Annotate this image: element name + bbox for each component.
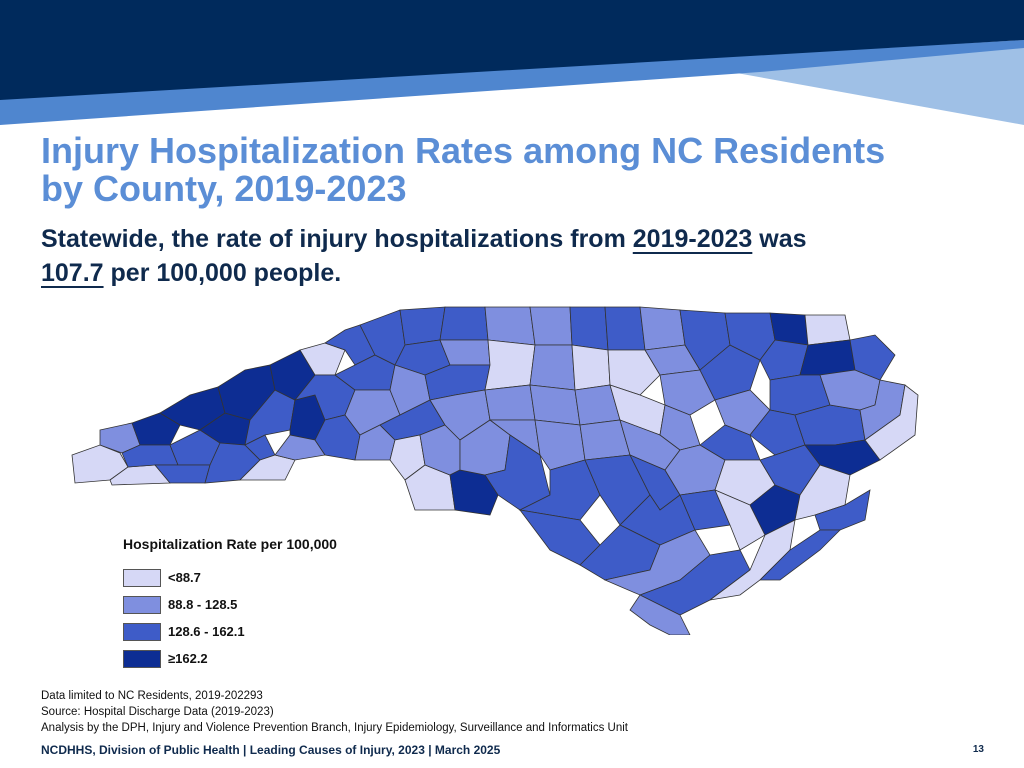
county-region bbox=[709, 519, 796, 601]
note-line-3: Analysis by the DPH, Injury and Violence… bbox=[41, 722, 629, 734]
county-region bbox=[484, 384, 536, 421]
county-region bbox=[569, 306, 609, 351]
note-line-1: Data limited to NC Residents, 2019-20229… bbox=[41, 690, 263, 702]
legend-swatch bbox=[123, 649, 161, 668]
summary-text-3: per 100,000 people. bbox=[110, 259, 342, 287]
county-region bbox=[529, 306, 573, 346]
county-region bbox=[399, 306, 446, 346]
county-region bbox=[439, 306, 489, 341]
title-line-1: Injury Hospitalization Rates among NC Re… bbox=[41, 130, 886, 171]
county-region bbox=[629, 594, 691, 635]
map-legend: Hospitalization Rate per 100,000 <88.7 8… bbox=[123, 536, 337, 672]
legend-label: 128.6 - 162.1 bbox=[168, 624, 245, 639]
county-region bbox=[604, 306, 646, 351]
note-line-2: Source: Hospital Discharge Data (2019-20… bbox=[41, 706, 274, 718]
legend-title: Hospitalization Rate per 100,000 bbox=[123, 536, 337, 552]
header-mid-band bbox=[0, 40, 1024, 125]
title-line-2: by County, 2019-2023 bbox=[41, 168, 407, 209]
county-region bbox=[849, 334, 896, 381]
nc-county-map bbox=[71, 306, 919, 635]
footer-text: NCDHHS, Division of Public Health | Lead… bbox=[41, 743, 501, 757]
legend-label: <88.7 bbox=[168, 570, 201, 585]
county-region bbox=[529, 384, 581, 426]
header-banner bbox=[0, 0, 1024, 125]
county-region bbox=[529, 344, 576, 391]
summary-text-1: Statewide, the rate of injury hospitaliz… bbox=[41, 225, 626, 253]
legend-item: ≥162.2 bbox=[123, 645, 337, 672]
county-region bbox=[699, 424, 761, 461]
county-region bbox=[659, 369, 716, 416]
legend-item: 128.6 - 162.1 bbox=[123, 618, 337, 645]
county-region bbox=[759, 529, 841, 581]
county-region bbox=[607, 349, 661, 396]
county-region bbox=[131, 412, 181, 446]
county-region bbox=[639, 306, 686, 351]
county-region bbox=[239, 454, 296, 481]
page-title: Injury Hospitalization Rates among NC Re… bbox=[41, 132, 1001, 208]
legend-swatch bbox=[123, 595, 161, 614]
county-region bbox=[484, 339, 536, 391]
county-region bbox=[571, 344, 611, 391]
legend-label: 88.8 - 128.5 bbox=[168, 597, 238, 612]
header-dark-band bbox=[0, 0, 1024, 100]
data-notes: Data limited to NC Residents, 2019-20229… bbox=[41, 688, 628, 736]
summary-rate: 107.7 bbox=[41, 259, 104, 287]
county-region bbox=[639, 549, 751, 616]
county-region bbox=[699, 344, 761, 401]
county-region bbox=[484, 306, 536, 346]
county-region bbox=[864, 384, 919, 461]
legend-swatch bbox=[123, 568, 161, 587]
county-region bbox=[799, 339, 856, 376]
summary-years: 2019-2023 bbox=[632, 225, 753, 253]
summary-text-2: was bbox=[759, 225, 807, 253]
legend-item: 88.8 - 128.5 bbox=[123, 591, 337, 618]
legend-label: ≥162.2 bbox=[168, 651, 208, 666]
legend-swatch bbox=[123, 622, 161, 641]
legend-item: <88.7 bbox=[123, 564, 337, 591]
county-region bbox=[299, 342, 346, 376]
page-number: 13 bbox=[972, 744, 984, 755]
statewide-summary: Statewide, the rate of injury hospitaliz… bbox=[41, 222, 941, 290]
